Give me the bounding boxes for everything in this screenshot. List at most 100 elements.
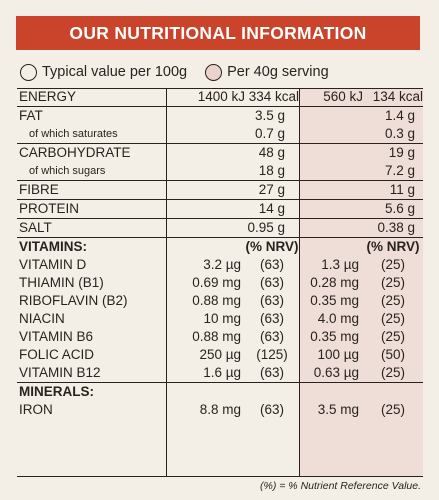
nutrient-row: FOLIC ACID 250 µg (125) 100 µg (50) [17,346,423,364]
nutrient-row: NIACIN 10 mg (63) 4.0 mg (25) [17,310,423,328]
column-divider-2 [299,88,300,476]
section-heading: MINERALS: [17,382,166,401]
spacer [166,382,245,401]
value-per-serving: 100 µg [317,347,359,362]
nutrition-table: ENERGY 1400 kJ 334 kcal 560 kJ 134 kcal FAT 3.… [17,88,423,419]
value-per-100g: 0.69 mg [192,275,241,290]
nutrient-label: VITAMIN B12 [19,365,101,380]
nrv-per-serving: (25) [380,293,405,308]
nutrient-row: VITAMIN B6 0.88 mg (63) 0.35 mg (25) [17,328,423,346]
spacer [166,237,245,256]
value-per-serving: 0.38 g [299,218,423,238]
nutrient-row: FIBRE 27 g 11 g [17,180,423,200]
nutrient-row: SALT 0.95 g 0.38 g [17,218,423,238]
value-per-serving: 1.4 g [299,106,423,125]
nrv-heading-per-serving [363,382,423,401]
value-per-100g: 10 mg [203,311,241,326]
nrv-per-100g: (125) [256,347,288,362]
value-per-100g: 48 g [166,143,299,162]
value-per-serving-kcal: 134 kcal [372,89,423,104]
nutrient-label: FOLIC ACID [19,347,95,362]
empty-circle-icon [20,63,37,81]
nrv-heading-per-serving: (% NRV) [363,237,423,256]
value-per-100g: 8.8 mg [199,402,241,417]
nrv-per-100g: (63) [259,257,284,272]
value-per-100g: 0.88 mg [192,329,241,344]
nutrient-label: of which saturates [29,128,118,140]
value-per-100g: 27 g [166,180,299,200]
nutrient-row: THIAMIN (B1) 0.69 mg (63) 0.28 mg (25) [17,274,423,292]
value-per-100g: 3.2 µg [203,257,241,272]
spacer [299,237,363,256]
legend-per-serving-label: Per 40g serving [227,64,329,80]
value-per-serving: 0.28 mg [310,275,359,290]
nutrient-label: FIBRE [17,180,166,200]
value-per-100g-kcal: 334 kcal [248,89,299,104]
nutrient-label: CARBOHYDRATE [17,143,166,162]
legend-per-serving: Per 40g serving [205,63,329,81]
value-per-100g: 0.95 g [166,218,299,238]
nutrient-row: IRON 8.8 mg (63) 3.5 mg (25) [17,401,423,419]
nutrient-row: VITAMIN B12 1.6 µg (63) 0.63 µg (25) [17,364,423,383]
nutrient-row: VITAMINS: (% NRV) (% NRV) [17,237,423,256]
value-per-serving: 3.5 mg [317,402,359,417]
nutrient-label: of which sugars [29,165,106,177]
nutrient-label: SALT [17,218,166,238]
spacer [299,382,363,401]
nrv-per-serving: (25) [380,311,405,326]
nutrient-row: ENERGY 1400 kJ 334 kcal 560 kJ 134 kcal [17,88,423,107]
value-per-serving: 0.35 mg [310,329,359,344]
value-per-100g: 1.6 µg [203,365,241,380]
bottom-rule [17,476,423,477]
nutrient-row: FAT 3.5 g 1.4 g [17,106,423,125]
value-per-serving: 11 g [299,180,423,200]
legend-per-100g: Typical value per 100g [20,63,188,81]
nrv-per-serving: (25) [380,257,405,272]
value-per-100g-kj: 1400 kJ [197,89,245,104]
value-per-100g: 3.5 g [166,106,299,125]
value-per-serving: 1.3 µg [321,257,359,272]
nutrient-label: VITAMIN D [19,257,87,272]
nutrient-row: CARBOHYDRATE 48 g 19 g [17,143,423,162]
nutrient-label: THIAMIN (B1) [19,275,104,290]
nrv-heading-per-100g: (% NRV) [245,237,299,256]
value-per-serving: 0.63 µg [313,365,359,380]
value-per-serving: 0.3 g [384,126,415,141]
column-divider-1 [166,88,167,476]
nutrient-label: FAT [17,106,166,125]
value-per-serving: 4.0 mg [317,311,359,326]
value-per-100g: 250 µg [199,347,241,362]
value-per-serving: 5.6 g [299,199,423,219]
nutrient-label: RIBOFLAVIN (B2) [19,293,128,308]
nrv-per-100g: (63) [259,329,284,344]
nrv-per-serving: (25) [380,402,405,417]
value-per-100g: 0.7 g [254,126,285,141]
nutrient-label: ENERGY [19,89,77,104]
nutrient-label: VITAMIN B6 [19,329,94,344]
nutrition-header: OUR NUTRITIONAL INFORMATION [16,16,420,50]
value-per-serving: 7.2 g [384,163,415,178]
nutrient-row: of which saturates 0.7 g 0.3 g [17,125,423,144]
value-per-100g: 0.88 mg [192,293,241,308]
nrv-per-serving: (50) [380,347,405,362]
nrv-heading-per-100g [245,382,299,401]
top-rule [17,88,423,89]
section-heading: VITAMINS: [17,237,166,256]
nutrient-row: VITAMIN D 3.2 µg (63) 1.3 µg (25) [17,256,423,274]
nrv-per-100g: (63) [259,275,284,290]
nutrient-row: RIBOFLAVIN (B2) 0.88 mg (63) 0.35 mg (25) [17,292,423,310]
nrv-per-100g: (63) [259,311,284,326]
nrv-per-100g: (63) [259,365,284,380]
nutrient-label: IRON [19,402,53,417]
value-per-serving: 0.35 mg [310,293,359,308]
legend: Typical value per 100g Per 40g serving [20,60,420,84]
nutrient-row: PROTEIN 14 g 5.6 g [17,199,423,219]
nutrient-row: of which sugars 18 g 7.2 g [17,162,423,181]
nrv-per-serving: (25) [380,365,405,380]
value-per-serving-kj: 560 kJ [323,89,363,104]
value-per-100g: 14 g [166,199,299,219]
nutrient-row: MINERALS: [17,382,423,401]
legend-per-100g-label: Typical value per 100g [42,64,188,80]
header-title: OUR NUTRITIONAL INFORMATION [69,22,367,43]
nrv-per-serving: (25) [380,329,405,344]
